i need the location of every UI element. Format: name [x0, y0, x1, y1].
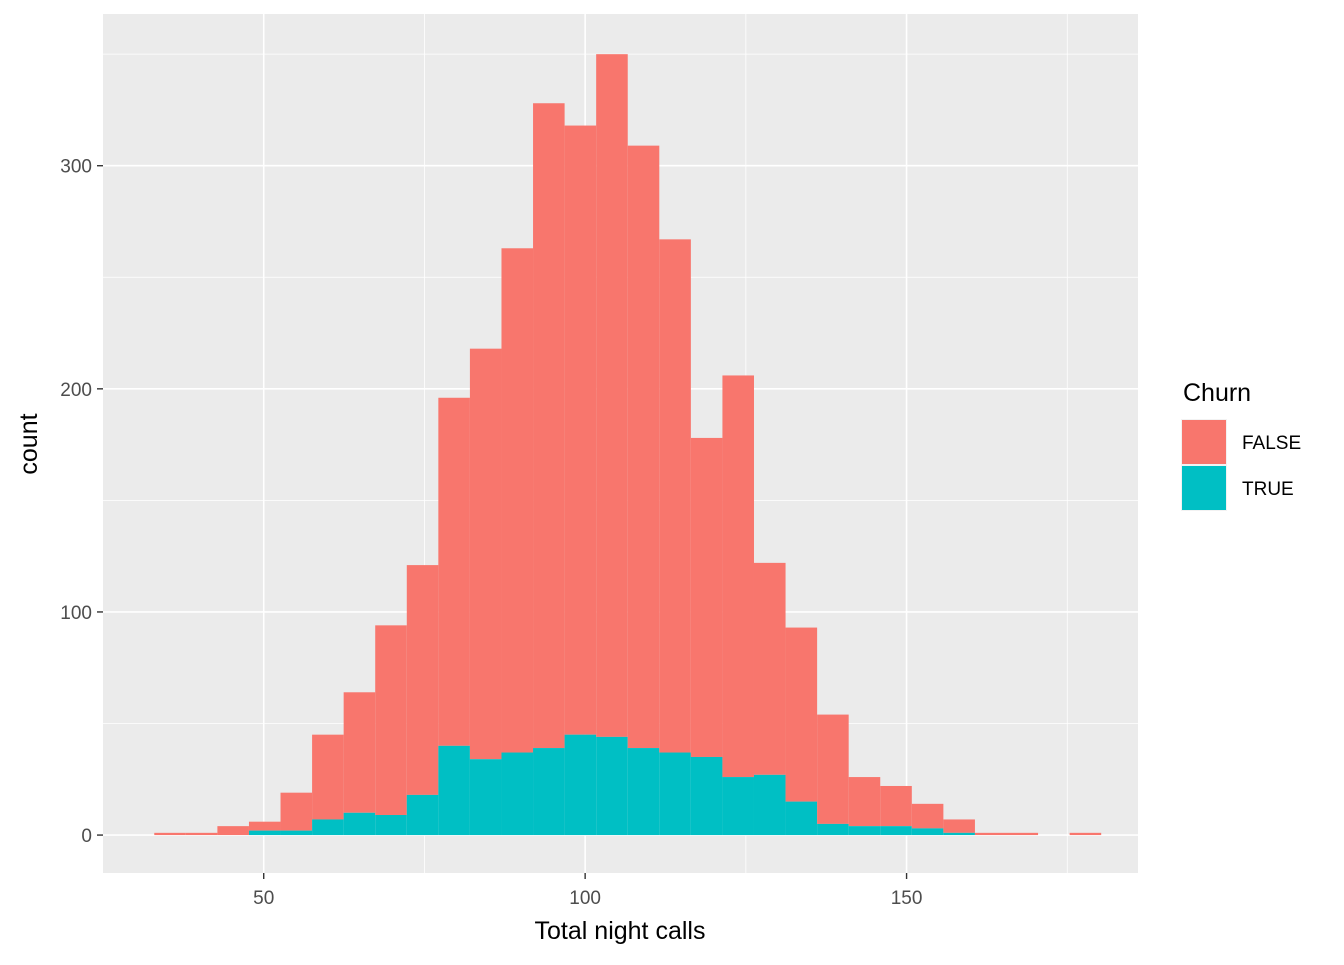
- x-tick-label: 150: [891, 888, 923, 909]
- bar-false: [312, 734, 344, 820]
- x-axis: 50 100 150: [253, 873, 922, 909]
- bar-false: [880, 785, 912, 827]
- bar-false: [564, 125, 597, 735]
- bar-true: [406, 794, 439, 836]
- bar-true: [943, 832, 975, 836]
- bar-false: [690, 437, 723, 757]
- bar-true: [785, 801, 818, 836]
- legend: Churn FALSE TRUE: [1181, 379, 1301, 511]
- bars-group: [154, 54, 1102, 836]
- bar-false: [785, 627, 818, 802]
- bar-false: [974, 832, 1007, 836]
- bar-true: [501, 752, 534, 836]
- bar-false: [406, 565, 439, 795]
- bar-true: [880, 826, 912, 836]
- bar-false: [659, 239, 691, 753]
- bar-false: [533, 103, 565, 749]
- legend-key-swatch: [1182, 420, 1226, 464]
- bar-true: [343, 812, 376, 836]
- bar-true: [469, 759, 502, 836]
- bar-false: [753, 562, 786, 775]
- bar-true: [438, 745, 470, 836]
- bar-false: [596, 54, 628, 737]
- bar-true: [690, 756, 723, 836]
- legend-title: Churn: [1183, 379, 1251, 407]
- bar-false: [1006, 832, 1039, 836]
- y-tick-label: 100: [60, 603, 92, 624]
- bar-false: [375, 625, 407, 815]
- legend-items: FALSE TRUE: [1181, 419, 1301, 511]
- bar-false: [501, 248, 534, 753]
- bar-false: [154, 832, 186, 836]
- bar-true: [911, 828, 944, 836]
- bar-true: [753, 774, 786, 836]
- bar-false: [817, 714, 849, 824]
- legend-label: TRUE: [1242, 479, 1294, 500]
- x-tick-label: 50: [253, 888, 274, 909]
- bar-false: [1069, 832, 1102, 836]
- bar-false: [469, 348, 502, 760]
- y-axis: 0 100 200 300: [60, 157, 103, 847]
- x-axis-title: Total night calls: [535, 917, 706, 945]
- bar-true: [564, 734, 597, 836]
- bar-false: [217, 826, 249, 836]
- bar-false: [722, 375, 754, 778]
- bar-false: [627, 145, 660, 749]
- legend-label: FALSE: [1242, 433, 1301, 454]
- bar-true: [659, 752, 691, 836]
- bar-false: [943, 819, 975, 833]
- bar-true: [596, 736, 628, 836]
- legend-key-swatch: [1182, 466, 1226, 510]
- bar-true: [248, 830, 281, 836]
- bar-true: [533, 748, 565, 836]
- bar-true: [848, 826, 881, 836]
- y-axis-title: count: [15, 413, 43, 474]
- bar-false: [848, 777, 881, 827]
- bar-true: [817, 823, 849, 836]
- bar-true: [722, 777, 754, 836]
- bar-false: [343, 692, 376, 813]
- bar-false: [248, 821, 281, 831]
- y-tick-label: 200: [60, 380, 92, 401]
- bar-true: [375, 814, 407, 836]
- bar-false: [438, 397, 470, 746]
- x-tick-label: 100: [569, 888, 601, 909]
- bar-false: [185, 832, 218, 836]
- bar-true: [312, 819, 344, 836]
- y-tick-label: 0: [81, 826, 92, 847]
- bar-true: [627, 748, 660, 836]
- bar-false: [280, 792, 313, 831]
- y-tick-label: 300: [60, 157, 92, 178]
- bar-true: [280, 830, 313, 836]
- bar-false: [911, 803, 944, 829]
